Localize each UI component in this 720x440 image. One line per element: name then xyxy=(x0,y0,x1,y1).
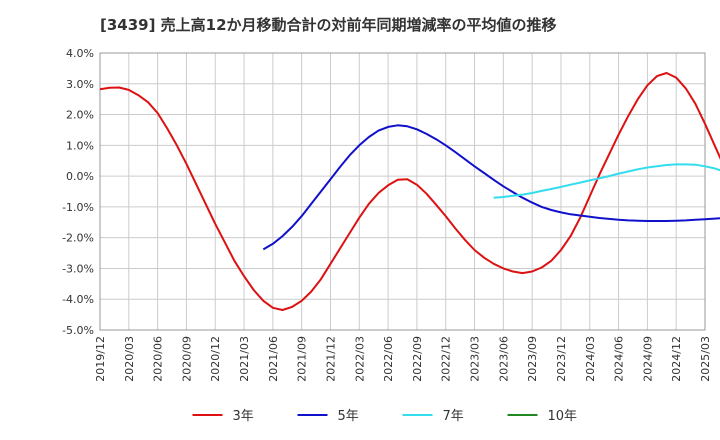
legend-label-2: 5年 xyxy=(338,409,359,424)
y-tick-label: 0.0% xyxy=(66,170,94,183)
x-tick-label: 2024/09 xyxy=(641,336,654,382)
x-tick-label: 2020/09 xyxy=(180,336,193,382)
x-tick-label: 2023/09 xyxy=(526,336,539,382)
x-tick-label: 2023/12 xyxy=(555,336,568,382)
x-tick-label: 2021/12 xyxy=(324,336,337,382)
y-tick-label: 1.0% xyxy=(66,139,94,152)
chart-title: [3439] 売上高12か月移動合計の対前年同期増減率の平均値の推移 xyxy=(100,16,557,34)
x-tick-label: 2019/12 xyxy=(94,336,107,382)
y-tick-label: 3.0% xyxy=(66,78,94,91)
y-tick-label: -2.0% xyxy=(62,232,94,245)
y-tick-label: 2.0% xyxy=(66,109,94,122)
legend-label-1: 3年 xyxy=(233,409,254,424)
x-tick-label: 2022/12 xyxy=(440,336,453,382)
x-tick-label: 2024/06 xyxy=(613,336,626,382)
x-tick-label: 2021/06 xyxy=(267,336,280,382)
plot-area-border xyxy=(99,52,706,331)
legend: 3年 5年 7年 10年 xyxy=(192,409,578,424)
x-tick-label: 2022/09 xyxy=(411,336,424,382)
series-line-1 xyxy=(99,72,720,311)
x-tick-label: 2023/06 xyxy=(497,336,510,382)
x-tick-label: 2022/03 xyxy=(353,336,366,382)
series-line-3 xyxy=(493,163,720,199)
axes: 4.0% 3.0% 2.0% 1.0% 0.0% -1.0% -2.0% -3.0% -4.0%… xyxy=(62,47,712,382)
x-tick-label: 2025/03 xyxy=(699,336,712,382)
series-line-2 xyxy=(262,124,720,251)
x-tick-label: 2020/06 xyxy=(152,336,165,382)
x-tick-label: 2024/03 xyxy=(584,336,597,382)
y-tick-label: -5.0% xyxy=(62,324,94,337)
y-tick-label: -1.0% xyxy=(62,201,94,214)
grid xyxy=(99,52,706,331)
x-tick-label: 2020/12 xyxy=(209,336,222,382)
series-lines xyxy=(99,72,720,311)
x-tick-label: 2024/12 xyxy=(670,336,683,382)
y-tick-label: 4.0% xyxy=(66,47,94,60)
y-tick-label: -3.0% xyxy=(62,262,94,275)
x-tick-label: 2021/09 xyxy=(296,336,309,382)
x-tick-label: 2021/03 xyxy=(238,336,251,382)
legend-label-3: 7年 xyxy=(443,409,464,424)
y-tick-label: -4.0% xyxy=(62,293,94,306)
x-tick-label: 2022/06 xyxy=(382,336,395,382)
x-tick-label: 2023/03 xyxy=(469,336,482,382)
legend-label-4: 10年 xyxy=(548,409,578,424)
x-tick-label: 2020/03 xyxy=(123,336,136,382)
